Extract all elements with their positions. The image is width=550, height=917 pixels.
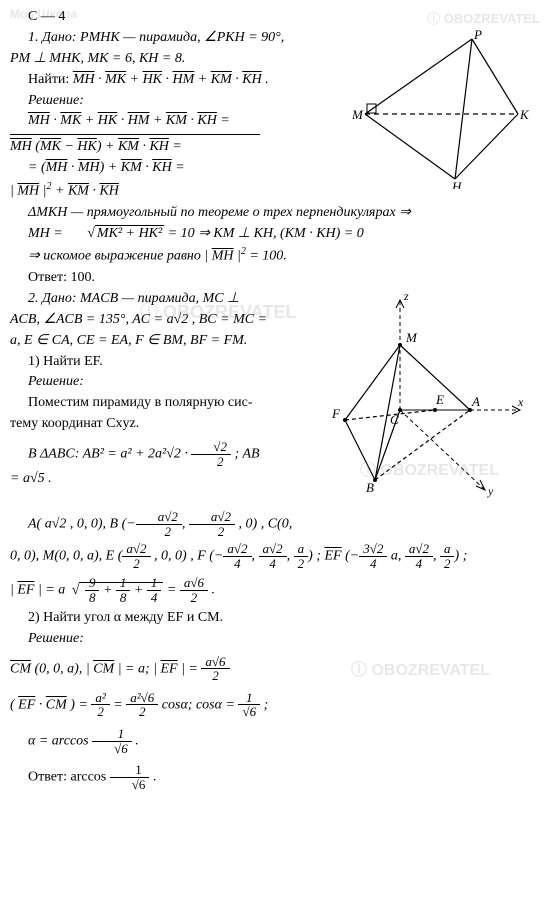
- p2-part2-label: 2) Найти угол α между EF и CM.: [10, 609, 540, 628]
- p2-ab-line: В ΔABC: AB² = a² + 2a²√2 · √22 ; AB: [10, 440, 320, 468]
- watermark-top-right: ⓘ OBOZREVATEL: [427, 10, 540, 28]
- watermark-middle: ⓘ OBOZREVATEL: [140, 300, 296, 324]
- p1-step-d: | MH |2 + KM · KH: [10, 180, 350, 202]
- p2-place-2: тему координат Cxyz.: [10, 415, 320, 434]
- watermark-bottom: ⓘ OBOZREVATEL: [351, 660, 490, 682]
- svg-text:z: z: [403, 290, 409, 303]
- p1-solution-label: Решение:: [10, 92, 350, 111]
- figure-1: P M K H: [350, 29, 530, 204]
- p2-place-1: Поместим пирамиду в полярную сис-: [10, 394, 320, 413]
- p1-find: Найти: MH · MK + HK · HM + KM · KH .: [10, 71, 350, 90]
- p2-solution-label2: Решение:: [10, 630, 540, 649]
- p2-answer: Ответ: arccos 1√6 .: [10, 763, 540, 791]
- svg-text:C: C: [390, 412, 399, 427]
- p2-solution-label: Решение:: [10, 373, 320, 392]
- p1-step-c: = (MH · MH) + KM · KH =: [10, 159, 350, 178]
- p2-alpha-line: α = arccos 1√6 .: [10, 727, 540, 755]
- p1-step-a: MH · MK + HK · HM + KM · KH =: [10, 112, 260, 135]
- p1-answer: Ответ: 100.: [10, 269, 540, 288]
- watermark-top-left: Моя Школа: [10, 6, 77, 22]
- svg-text:F: F: [331, 406, 341, 421]
- svg-text:M: M: [405, 330, 418, 345]
- svg-text:H: H: [451, 179, 462, 189]
- p2-coords-1: A( a√2 , 0, 0), B (−a√22, a√22 , 0) , C(…: [10, 510, 540, 538]
- p2-part1-label: 1) Найти EF.: [10, 353, 320, 372]
- svg-text:x: x: [517, 395, 524, 409]
- svg-text:M: M: [351, 107, 364, 122]
- p2-given-3: a, E ∈ CA, CE = EA, F ∈ BM, BF = FM.: [10, 332, 320, 351]
- watermark-middle-2: ⓘ OBOZREVATEL: [360, 460, 499, 482]
- p1-step-f: ⇒ искомое выражение равно | MH |2 = 100.: [10, 245, 540, 267]
- svg-text:A: A: [471, 394, 480, 409]
- svg-text:K: K: [519, 107, 530, 122]
- svg-text:P: P: [473, 29, 482, 42]
- p1-step-e2: MH = MK² + HK² = 10 ⇒ KM ⊥ KH, (KM · KH)…: [10, 225, 540, 244]
- p2-ef-mag: | EF | = a 98 + 18 + 14 = a√62 .: [10, 576, 540, 604]
- svg-text:E: E: [435, 392, 444, 407]
- p1-step-b: MH (MK − HK) + KM · KH =: [10, 138, 350, 157]
- p1-given-1: 1. Дано: PMHK — пирамида, ∠PKH = 90°,: [10, 29, 350, 48]
- svg-text:B: B: [366, 480, 374, 495]
- p1-given-2: PM ⊥ MHK, MK = 6, KH = 8.: [10, 50, 350, 69]
- p2-dot-line: ( EF · CM ) = a²2 = a²√62 cosα; cosα = 1…: [10, 691, 540, 719]
- p2-coords-2: 0, 0), M(0, 0, a), E (a√22 , 0, 0) , F (…: [10, 542, 540, 570]
- svg-text:y: y: [487, 484, 494, 498]
- p2-ab-line2: = a√5 .: [10, 470, 320, 489]
- p1-step-e1: ΔMKH — прямоугольный по теореме о трех п…: [10, 204, 540, 223]
